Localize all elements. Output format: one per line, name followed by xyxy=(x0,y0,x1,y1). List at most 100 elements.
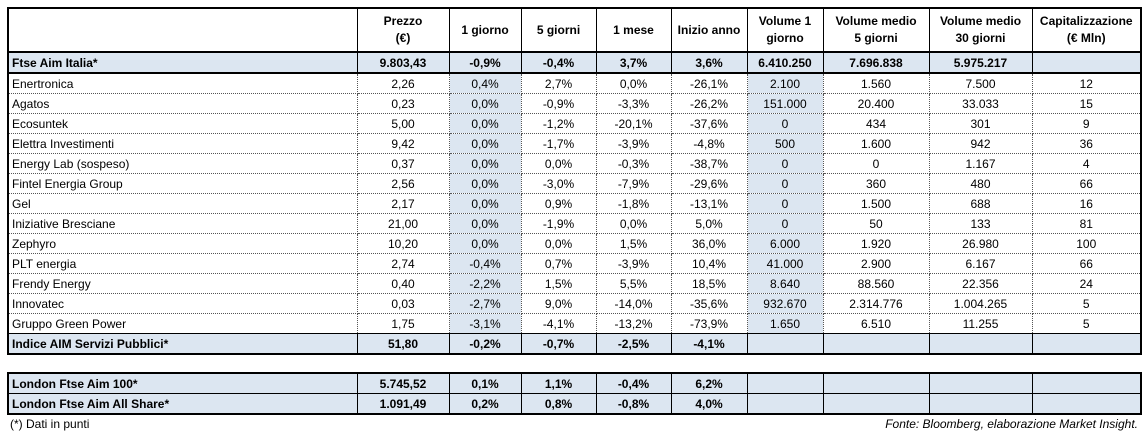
table-row: Enertronica 2,26 0,4% 2,7% 0,0% -26,1% 2.100 1.… xyxy=(7,73,1142,94)
cell-5-giorni: -4,1% xyxy=(520,313,597,334)
header-1-giorno: 1 giorno xyxy=(448,7,522,53)
footnote: (*) Dati in punti xyxy=(10,417,90,431)
cell-5-giorni: 0,9% xyxy=(520,193,597,214)
cell-volume-medio-5-giorni: 7.696.838 xyxy=(822,51,930,74)
cell-1-mese: -3,9% xyxy=(595,253,672,274)
cell-volume-1-giorno: 151.000 xyxy=(746,93,824,114)
cell-prezzo: 0,40 xyxy=(356,273,450,294)
cell-5-giorni: 0,7% xyxy=(520,253,597,274)
cell-prezzo: 9,42 xyxy=(356,133,450,154)
cell-5-giorni: 2,7% xyxy=(520,73,597,94)
cell-1-mese: -7,9% xyxy=(595,173,672,194)
cell-volume-medio-30-giorni: 22.356 xyxy=(928,273,1033,294)
cell-1-giorno: 0,0% xyxy=(448,173,522,194)
cell-1-giorno: 0,0% xyxy=(448,233,522,254)
cell-volume-medio-30-giorni xyxy=(928,372,1033,394)
cell-1-mese: 0,0% xyxy=(595,73,672,94)
cell-volume-1-giorno: 0 xyxy=(746,113,824,134)
cell-5-giorni: -1,7% xyxy=(520,133,597,154)
cell-1-mese: -0,4% xyxy=(595,372,672,394)
cell-name: Indice AIM Servizi Pubblici* xyxy=(7,333,358,355)
cell-5-giorni: 0,8% xyxy=(520,393,597,415)
cell-capitalizzazione: 66 xyxy=(1031,173,1142,194)
cell-inizio-anno: -73,9% xyxy=(670,313,748,334)
cell-volume-medio-30-giorni: 6.167 xyxy=(928,253,1033,274)
cell-prezzo: 2,56 xyxy=(356,173,450,194)
cell-1-mese: 3,7% xyxy=(595,51,672,74)
cell-volume-medio-5-giorni: 2.314.776 xyxy=(822,293,930,314)
cell-inizio-anno: 4,0% xyxy=(670,393,748,415)
cell-5-giorni: 0,0% xyxy=(520,153,597,174)
cell-volume-1-giorno xyxy=(746,372,824,394)
header-prezzo: Prezzo (€) xyxy=(356,7,450,53)
cell-volume-1-giorno: 2.100 xyxy=(746,73,824,94)
cell-prezzo: 2,17 xyxy=(356,193,450,214)
cell-capitalizzazione: 16 xyxy=(1031,193,1142,214)
cell-1-giorno: 0,0% xyxy=(448,213,522,234)
cell-volume-medio-5-giorni: 2.900 xyxy=(822,253,930,274)
cell-name: Elettra Investimenti xyxy=(7,133,358,154)
table-row: Ecosuntek 5,00 0,0% -1,2% -20,1% -37,6% 0 434 30… xyxy=(7,113,1142,134)
cell-capitalizzazione xyxy=(1031,372,1142,394)
cell-capitalizzazione: 5 xyxy=(1031,293,1142,314)
cell-volume-1-giorno: 41.000 xyxy=(746,253,824,274)
cell-volume-medio-5-giorni xyxy=(822,372,930,394)
cell-1-giorno: -0,9% xyxy=(448,51,522,74)
cell-volume-medio-30-giorni: 33.033 xyxy=(928,93,1033,114)
cell-1-giorno: -0,2% xyxy=(448,333,522,355)
cell-volume-medio-5-giorni: 50 xyxy=(822,213,930,234)
table-row: Gruppo Green Power 1,75 -3,1% -4,1% -13,2% -7… xyxy=(7,313,1142,334)
cell-prezzo: 1,75 xyxy=(356,313,450,334)
cell-5-giorni: 1,1% xyxy=(520,372,597,394)
cell-name: Iniziative Bresciane xyxy=(7,213,358,234)
cell-prezzo: 51,80 xyxy=(356,333,450,355)
cell-5-giorni: 0,0% xyxy=(520,233,597,254)
table-row: Innovatec 0,03 -2,7% 9,0% -14,0% -35,6% 932.67… xyxy=(7,293,1142,314)
cell-volume-1-giorno: 500 xyxy=(746,133,824,154)
cell-5-giorni: -3,0% xyxy=(520,173,597,194)
cell-1-giorno: 0,0% xyxy=(448,153,522,174)
cell-inizio-anno: -26,1% xyxy=(670,73,748,94)
table-row: Energy Lab (sospeso) 0,37 0,0% 0,0% -0,3% -38… xyxy=(7,153,1142,174)
cell-capitalizzazione: 81 xyxy=(1031,213,1142,234)
cell-name: Fintel Energia Group xyxy=(7,173,358,194)
cell-volume-medio-30-giorni: 942 xyxy=(928,133,1033,154)
cell-capitalizzazione: 66 xyxy=(1031,253,1142,274)
table-row: Frendy Energy 0,40 -2,2% 1,5% 5,5% 18,5% 8.640… xyxy=(7,273,1142,294)
cell-volume-1-giorno: 0 xyxy=(746,173,824,194)
cell-volume-medio-5-giorni: 360 xyxy=(822,173,930,194)
cell-volume-medio-5-giorni: 88.560 xyxy=(822,273,930,294)
cell-inizio-anno: -35,6% xyxy=(670,293,748,314)
cell-name: Energy Lab (sospeso) xyxy=(7,153,358,174)
cell-capitalizzazione: 12 xyxy=(1031,73,1142,94)
cell-inizio-anno: 5,0% xyxy=(670,213,748,234)
cell-inizio-anno: 36,0% xyxy=(670,233,748,254)
cell-1-mese: -3,3% xyxy=(595,93,672,114)
cell-inizio-anno: 3,6% xyxy=(670,51,748,74)
cell-name: Gruppo Green Power xyxy=(7,313,358,334)
cell-volume-medio-30-giorni: 1.167 xyxy=(928,153,1033,174)
cell-prezzo: 5,00 xyxy=(356,113,450,134)
table-row: Iniziative Bresciane 21,00 0,0% -1,9% 0,0% 5,… xyxy=(7,213,1142,234)
cell-volume-1-giorno: 8.640 xyxy=(746,273,824,294)
header-row: Prezzo (€) 1 giorno 5 giorni 1 mese Inizio an… xyxy=(7,7,1142,53)
cell-volume-medio-30-giorni: 5.975.217 xyxy=(928,51,1033,74)
cell-5-giorni: -1,9% xyxy=(520,213,597,234)
cell-volume-medio-5-giorni: 1.500 xyxy=(822,193,930,214)
cell-volume-medio-30-giorni: 11.255 xyxy=(928,313,1033,334)
header-1-mese: 1 mese xyxy=(595,7,672,53)
cell-volume-medio-30-giorni: 688 xyxy=(928,193,1033,214)
cell-5-giorni: 1,5% xyxy=(520,273,597,294)
table-row: Agatos 0,23 0,0% -0,9% -3,3% -26,2% 151.000 20.… xyxy=(7,93,1142,114)
cell-volume-medio-30-giorni: 26.980 xyxy=(928,233,1033,254)
cell-capitalizzazione: 36 xyxy=(1031,133,1142,154)
cell-inizio-anno: 10,4% xyxy=(670,253,748,274)
table-row: Fintel Energia Group 2,56 0,0% -3,0% -7,9% -2… xyxy=(7,173,1142,194)
cell-volume-1-giorno: 6.410.250 xyxy=(746,51,824,74)
cell-1-mese: -14,0% xyxy=(595,293,672,314)
cell-inizio-anno: -4,1% xyxy=(670,333,748,355)
cell-inizio-anno: -29,6% xyxy=(670,173,748,194)
cell-volume-1-giorno: 6.000 xyxy=(746,233,824,254)
cell-volume-medio-30-giorni: 133 xyxy=(928,213,1033,234)
cell-volume-1-giorno xyxy=(746,333,824,355)
